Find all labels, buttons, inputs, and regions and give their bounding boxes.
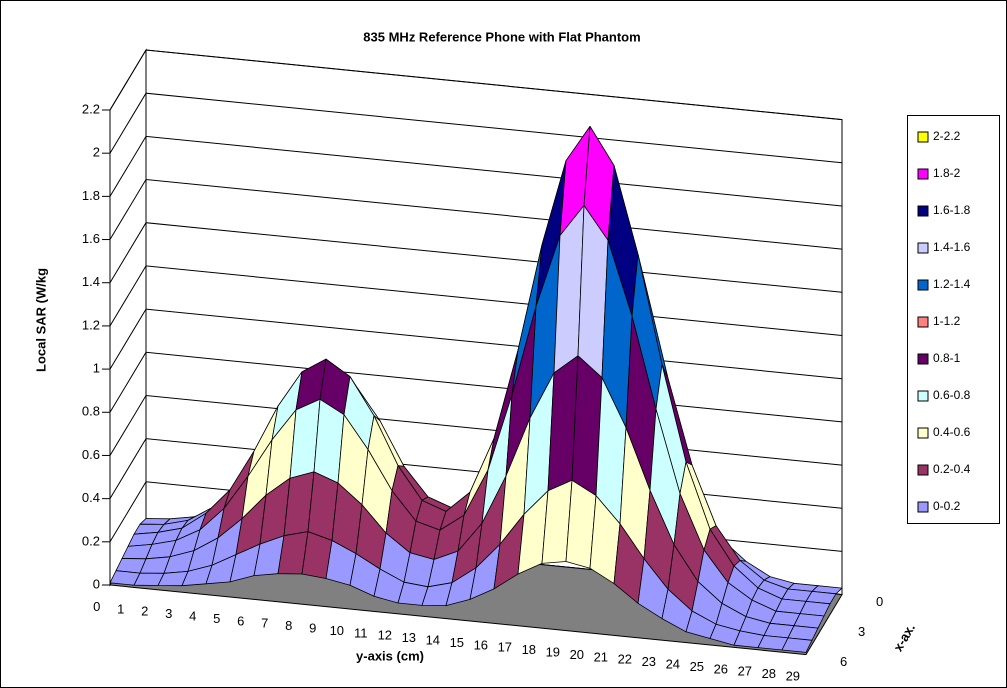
z-tick-label: 0.4 — [82, 490, 100, 505]
legend-label: 0.6-0.8 — [933, 388, 971, 402]
legend-swatch — [917, 242, 929, 254]
x-tick-label: 19 — [546, 645, 560, 660]
z-tick-label: 1 — [93, 361, 100, 376]
x-axis-title: y-axis (cm) — [356, 648, 424, 663]
x-tick-label: 11 — [354, 625, 368, 640]
z-tick-label: 0 — [93, 576, 100, 591]
x-tick-label: 13 — [402, 630, 416, 645]
legend-swatch — [917, 390, 929, 402]
z-tick-label: 1.6 — [82, 231, 100, 246]
z-tick-label: 1.4 — [82, 274, 100, 289]
legend-label: 1.8-2 — [933, 166, 961, 180]
legend-label: 1.4-1.6 — [933, 240, 971, 254]
legend-label: 1.2-1.4 — [933, 277, 971, 291]
legend-swatch — [917, 316, 929, 328]
depth-tick-label: 6 — [840, 654, 847, 669]
x-tick-label: 4 — [189, 609, 196, 624]
x-tick-label: 16 — [474, 637, 488, 652]
x-tick-label: 26 — [714, 661, 728, 676]
x-tick-label: 18 — [522, 642, 536, 657]
legend-swatch — [917, 205, 929, 217]
legend-label: 0.4-0.6 — [933, 425, 971, 439]
x-tick-label: 25 — [690, 659, 704, 674]
z-tick-label: 0.8 — [82, 404, 100, 419]
x-tick-label: 17 — [498, 640, 512, 655]
z-tick-label: 2 — [93, 145, 100, 160]
x-tick-label: 7 — [261, 616, 268, 631]
surface-cell — [781, 637, 813, 653]
grid-line — [109, 49, 843, 121]
x-tick-label: 28 — [762, 666, 776, 681]
x-tick-label: 27 — [738, 664, 752, 679]
x-tick-label: 0 — [93, 599, 100, 614]
legend-swatch — [917, 353, 929, 365]
x-tick-label: 29 — [786, 669, 800, 684]
x-tick-label: 21 — [594, 649, 608, 664]
legend-label: 2-2.2 — [933, 129, 961, 143]
x-tick-label: 8 — [285, 618, 292, 633]
legend-swatch — [917, 464, 929, 476]
x-tick-label: 6 — [237, 613, 244, 628]
x-tick-label: 3 — [165, 606, 172, 621]
x-tick-label: 2 — [141, 604, 148, 619]
z-tick-label: 0.2 — [82, 533, 100, 548]
depth-tick-label: 0 — [876, 594, 883, 609]
z-tick-label: 2.2 — [82, 101, 100, 116]
x-tick-label: 10 — [330, 623, 344, 638]
legend-label: 0.8-1 — [933, 351, 961, 365]
legend-swatch — [917, 279, 929, 291]
x-tick-label: 9 — [309, 621, 316, 636]
x-tick-label: 24 — [666, 657, 680, 672]
legend-swatch — [917, 168, 929, 180]
chart-title: 835 MHz Reference Phone with Flat Phanto… — [363, 29, 640, 44]
x-tick-label: 14 — [426, 633, 440, 648]
legend-swatch — [917, 427, 929, 439]
x-tick-label: 23 — [642, 654, 656, 669]
x-tick-label: 15 — [450, 635, 464, 650]
x-tick-label: 22 — [618, 652, 632, 667]
legend-swatch — [917, 131, 929, 143]
grid-line — [109, 92, 843, 164]
x-tick-label: 20 — [570, 647, 584, 662]
value-axis-title: Local SAR (W/kg — [33, 268, 48, 372]
z-tick-label: 1.8 — [82, 188, 100, 203]
x-tick-label: 5 — [213, 611, 220, 626]
x-tick-label: 12 — [378, 628, 392, 643]
legend-swatch — [917, 501, 929, 513]
legend-label: 0-0.2 — [933, 499, 961, 513]
legend-label: 0.2-0.4 — [933, 462, 971, 476]
legend-label: 1-1.2 — [933, 314, 961, 328]
x-tick-label: 1 — [117, 601, 124, 616]
legend-label: 1.6-1.8 — [933, 203, 971, 217]
z-tick-label: 1.2 — [82, 317, 100, 332]
depth-tick-label: 3 — [858, 624, 865, 639]
z-tick-label: 0.6 — [82, 447, 100, 462]
